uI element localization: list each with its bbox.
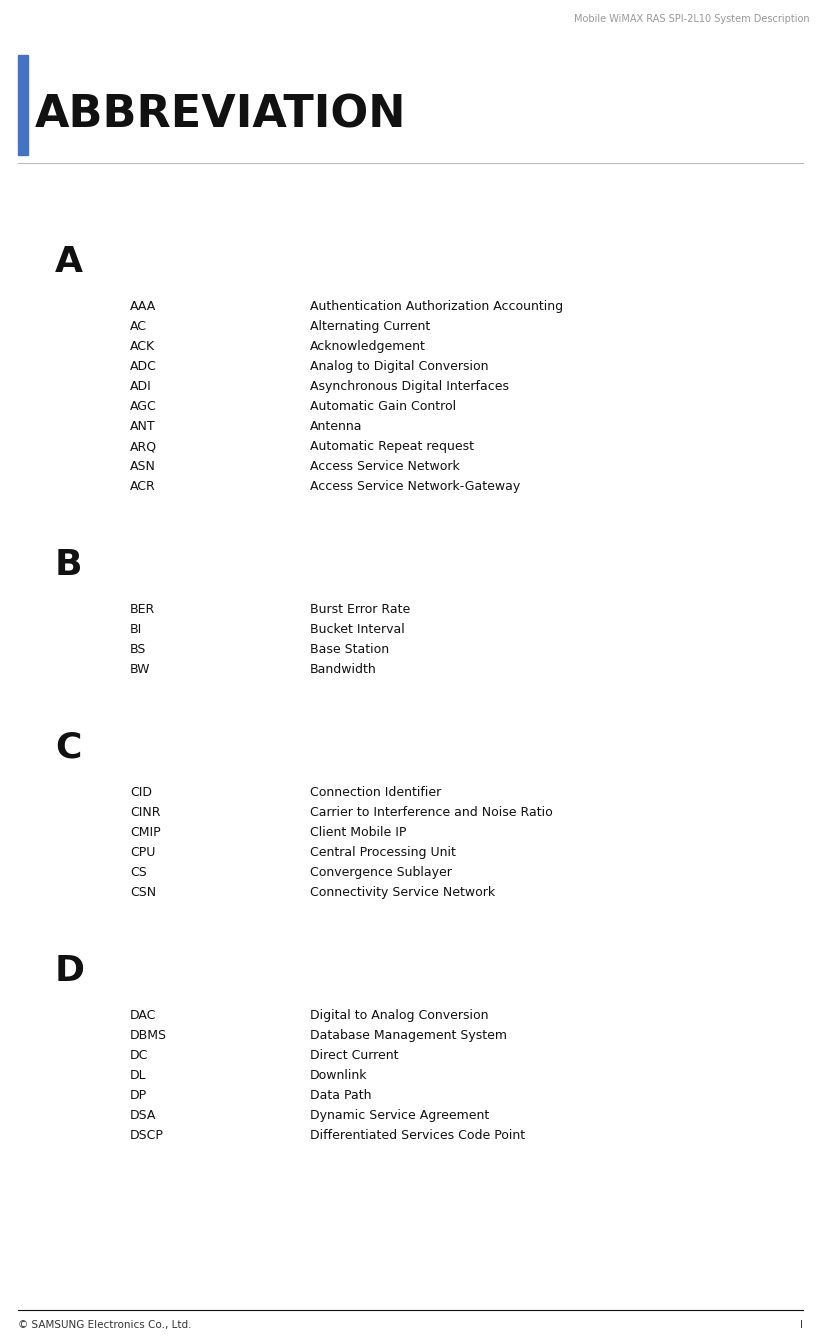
Text: Database Management System: Database Management System [310, 1029, 507, 1042]
Text: Bucket Interval: Bucket Interval [310, 623, 405, 636]
Text: Direct Current: Direct Current [310, 1049, 398, 1062]
Text: DL: DL [130, 1069, 147, 1082]
Text: Access Service Network-Gateway: Access Service Network-Gateway [310, 480, 521, 493]
Text: CID: CID [130, 786, 152, 799]
Text: ACK: ACK [130, 339, 155, 353]
Text: © SAMSUNG Electronics Co., Ltd.: © SAMSUNG Electronics Co., Ltd. [18, 1320, 191, 1331]
Text: CMIP: CMIP [130, 826, 161, 839]
Text: CS: CS [130, 866, 147, 879]
Text: Bandwidth: Bandwidth [310, 663, 377, 676]
Text: BW: BW [130, 663, 150, 676]
Text: Connection Identifier: Connection Identifier [310, 786, 441, 799]
Bar [18, 55, 28, 155]
Text: Carrier to Interference and Noise Ratio: Carrier to Interference and Noise Ratio [310, 806, 553, 819]
Text: C: C [55, 731, 81, 766]
Text: I: I [800, 1320, 803, 1331]
Text: Client Mobile IP: Client Mobile IP [310, 826, 406, 839]
Text: Differentiated Services Code Point: Differentiated Services Code Point [310, 1129, 525, 1142]
Text: BI: BI [130, 623, 142, 636]
Text: AC: AC [130, 321, 147, 333]
Text: Burst Error Rate: Burst Error Rate [310, 603, 410, 616]
Text: Digital to Analog Conversion: Digital to Analog Conversion [310, 1009, 488, 1022]
Text: Central Processing Unit: Central Processing Unit [310, 846, 456, 859]
Text: ASN: ASN [130, 460, 156, 473]
Text: DSA: DSA [130, 1109, 156, 1122]
Text: DBMS: DBMS [130, 1029, 167, 1042]
Text: Acknowledgement: Acknowledgement [310, 339, 426, 353]
Text: Dynamic Service Agreement: Dynamic Service Agreement [310, 1109, 489, 1122]
Text: Analog to Digital Conversion: Analog to Digital Conversion [310, 359, 488, 373]
Text: Data Path: Data Path [310, 1089, 371, 1102]
Text: CINR: CINR [130, 806, 160, 819]
Text: BS: BS [130, 643, 146, 656]
Text: Downlink: Downlink [310, 1069, 368, 1082]
Text: Asynchronous Digital Interfaces: Asynchronous Digital Interfaces [310, 379, 509, 393]
Text: Automatic Gain Control: Automatic Gain Control [310, 399, 456, 413]
Text: CSN: CSN [130, 886, 156, 899]
Text: CPU: CPU [130, 846, 155, 859]
Text: ANT: ANT [130, 420, 156, 433]
Text: Access Service Network: Access Service Network [310, 460, 460, 473]
Text: Connectivity Service Network: Connectivity Service Network [310, 886, 495, 899]
Text: DAC: DAC [130, 1009, 156, 1022]
Text: ARQ: ARQ [130, 440, 157, 453]
Text: AGC: AGC [130, 399, 157, 413]
Text: Base Station: Base Station [310, 643, 389, 656]
Text: DSCP: DSCP [130, 1129, 164, 1142]
Text: Alternating Current: Alternating Current [310, 321, 430, 333]
Text: ABBREVIATION: ABBREVIATION [35, 94, 406, 136]
Text: ADC: ADC [130, 359, 157, 373]
Text: Automatic Repeat request: Automatic Repeat request [310, 440, 474, 453]
Text: B: B [55, 548, 82, 582]
Text: Convergence Sublayer: Convergence Sublayer [310, 866, 452, 879]
Text: DC: DC [130, 1049, 149, 1062]
Text: ADI: ADI [130, 379, 152, 393]
Text: Mobile WiMAX RAS SPI-2L10 System Description: Mobile WiMAX RAS SPI-2L10 System Descrip… [575, 13, 810, 24]
Text: Authentication Authorization Accounting: Authentication Authorization Accounting [310, 301, 563, 313]
Text: D: D [55, 954, 85, 989]
Text: A: A [55, 244, 83, 279]
Text: DP: DP [130, 1089, 147, 1102]
Text: AAA: AAA [130, 301, 156, 313]
Text: BER: BER [130, 603, 155, 616]
Text: Antenna: Antenna [310, 420, 363, 433]
Text: ACR: ACR [130, 480, 156, 493]
